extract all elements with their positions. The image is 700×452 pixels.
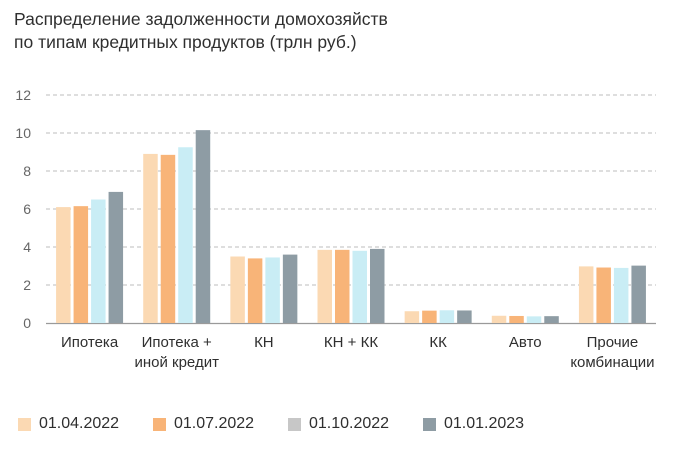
bar bbox=[335, 249, 350, 323]
chart-title-line-2: по типам кредитных продуктов (трлн руб.) bbox=[14, 32, 357, 52]
x-category-label: КК bbox=[429, 334, 447, 351]
bar bbox=[457, 310, 472, 323]
chart-title: Распределение задолженности домохозяйств… bbox=[14, 8, 634, 54]
legend-label: 01.10.2022 bbox=[309, 415, 390, 432]
legend-item: 01.10.2022 bbox=[288, 412, 389, 436]
legend-item: 01.07.2022 bbox=[153, 412, 254, 436]
bar bbox=[317, 249, 332, 323]
chart-legend: 01.04.2022 01.07.2022 01.10.2022 01.01.2023 bbox=[18, 412, 678, 436]
legend-item: 01.01.2023 bbox=[423, 412, 524, 436]
bar bbox=[509, 315, 524, 323]
bar bbox=[143, 153, 158, 323]
legend-label: 01.07.2022 bbox=[174, 415, 255, 432]
legend-label: 01.04.2022 bbox=[39, 415, 120, 432]
x-category-label: КН bbox=[254, 334, 274, 351]
x-category-label: комбинации bbox=[570, 354, 654, 371]
x-category-label: КН + КК bbox=[324, 334, 378, 351]
y-tick-label: 12 bbox=[15, 87, 31, 103]
bar bbox=[422, 310, 437, 323]
y-tick-label: 10 bbox=[15, 125, 31, 141]
bar bbox=[230, 256, 245, 323]
y-tick-label: 6 bbox=[23, 201, 31, 217]
bar bbox=[108, 191, 124, 323]
bar bbox=[631, 265, 646, 323]
bar bbox=[160, 154, 176, 323]
bar bbox=[544, 316, 559, 323]
bar bbox=[91, 199, 106, 323]
bar bbox=[247, 258, 263, 323]
y-tick-label: 0 bbox=[23, 315, 31, 331]
bar bbox=[526, 316, 542, 323]
x-category-label: Ипотека + bbox=[142, 334, 212, 351]
legend-item: 01.04.2022 bbox=[18, 412, 119, 436]
bar bbox=[265, 257, 280, 323]
bar bbox=[439, 310, 455, 323]
legend-swatch bbox=[153, 417, 166, 431]
chart-title-line-1: Распределение задолженности домохозяйств bbox=[14, 9, 388, 29]
bar-chart: 0 2 4 6 8 10 12 Ипотека Ипотека + иной кредит КН КН… bbox=[15, 87, 656, 371]
bar bbox=[596, 267, 611, 323]
bar bbox=[370, 248, 385, 323]
legend-swatch bbox=[423, 417, 436, 431]
x-category-label: Прочие bbox=[587, 334, 639, 351]
legend-swatch bbox=[18, 417, 31, 431]
bar bbox=[491, 315, 507, 323]
legend-swatch bbox=[288, 417, 301, 431]
x-category-label: Ипотека bbox=[61, 334, 119, 351]
bar bbox=[613, 267, 629, 323]
x-category-label: Авто bbox=[509, 334, 542, 351]
y-tick-label: 2 bbox=[23, 277, 31, 293]
bar bbox=[352, 250, 367, 323]
bar bbox=[195, 130, 211, 323]
legend-label: 01.01.2023 bbox=[444, 415, 525, 432]
bar bbox=[178, 147, 193, 323]
bar bbox=[56, 207, 71, 323]
bar bbox=[578, 266, 594, 323]
y-tick-label: 8 bbox=[23, 163, 31, 179]
bar bbox=[404, 311, 420, 323]
bar bbox=[73, 206, 89, 323]
bar bbox=[282, 254, 298, 323]
y-tick-label: 4 bbox=[23, 239, 31, 255]
x-category-label: иной кредит bbox=[134, 354, 219, 371]
